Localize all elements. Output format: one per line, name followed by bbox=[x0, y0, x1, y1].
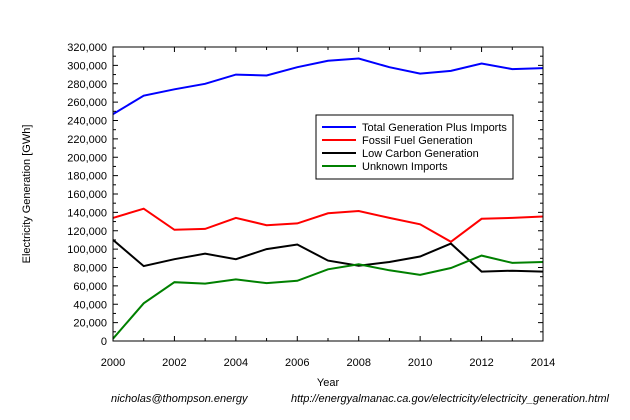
x-tick-label: 2010 bbox=[408, 357, 432, 369]
legend-label: Unknown Imports bbox=[362, 161, 448, 173]
legend-label: Fossil Fuel Generation bbox=[362, 135, 473, 147]
y-tick-label: 200,000 bbox=[67, 152, 107, 164]
y-tick-label: 160,000 bbox=[67, 189, 107, 201]
y-tick-label: 20,000 bbox=[73, 318, 107, 330]
plot-frame bbox=[112, 46, 544, 342]
x-tick-label: 2000 bbox=[101, 357, 125, 369]
y-tick-label: 220,000 bbox=[67, 134, 107, 146]
y-tick-label: 120,000 bbox=[67, 226, 107, 238]
series-line-4 bbox=[112, 254, 544, 340]
y-axis: 0 20,000 40,000 60,000 80,000 100,000 120,000 1… bbox=[67, 42, 543, 348]
y-tick-label: 240,000 bbox=[67, 116, 107, 128]
x-tick-label: 2004 bbox=[224, 357, 248, 369]
y-tick-label: 60,000 bbox=[73, 281, 107, 293]
y-tick-label: 260,000 bbox=[67, 97, 107, 109]
x-axis-title: Year bbox=[317, 377, 340, 389]
legend-label: Total Generation Plus Imports bbox=[362, 122, 507, 134]
y-tick-label: 40,000 bbox=[73, 299, 107, 311]
x-tick-label: 2014 bbox=[531, 357, 555, 369]
x-axis: 2000 2002 2004 2006 2008 2010 2012 2014 bbox=[101, 47, 555, 369]
y-tick-label: 280,000 bbox=[67, 79, 107, 91]
x-tick-label: 2008 bbox=[346, 357, 370, 369]
series-line-1 bbox=[112, 57, 544, 115]
y-axis-title: Electricity Generation [GWh] bbox=[21, 125, 33, 264]
legend-label: Low Carbon Generation bbox=[362, 148, 479, 160]
y-tick-label: 140,000 bbox=[67, 207, 107, 219]
source-url: http://energyalmanac.ca.gov/electricity/… bbox=[291, 393, 609, 405]
y-tick-label: 100,000 bbox=[67, 244, 107, 256]
y-tick-label: 80,000 bbox=[73, 263, 107, 275]
series-line-2 bbox=[112, 207, 544, 243]
series-line-3 bbox=[112, 239, 544, 273]
x-tick-label: 2012 bbox=[469, 357, 493, 369]
y-tick-label: 300,000 bbox=[67, 60, 107, 72]
y-tick-label: 180,000 bbox=[67, 171, 107, 183]
x-tick-label: 2002 bbox=[162, 357, 186, 369]
y-tick-label: 0 bbox=[101, 336, 107, 348]
legend-box bbox=[315, 114, 514, 180]
x-tick-label: 2006 bbox=[285, 357, 309, 369]
y-tick-label: 320,000 bbox=[67, 42, 107, 54]
author-email: nicholas@thompson.energy bbox=[111, 393, 248, 405]
series-layer bbox=[112, 57, 544, 340]
